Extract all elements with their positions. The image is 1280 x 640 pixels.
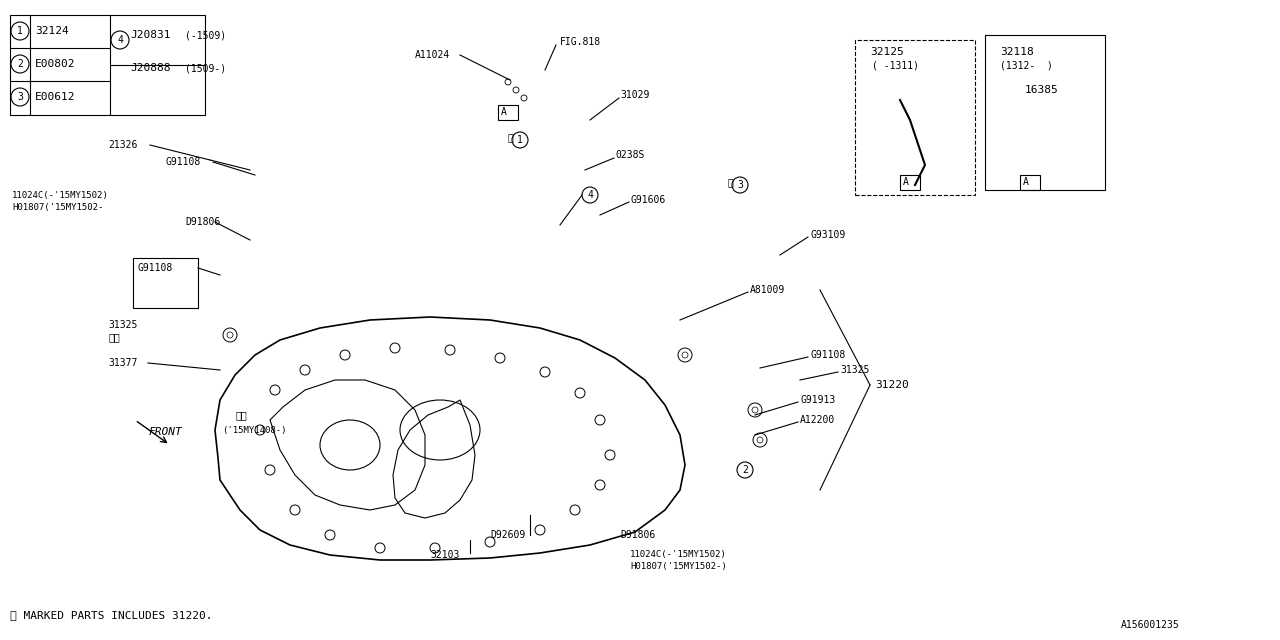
Text: 1: 1 (517, 135, 524, 145)
Text: A: A (500, 107, 507, 117)
Text: (-1509): (-1509) (186, 30, 227, 40)
Text: G93109: G93109 (810, 230, 845, 240)
Bar (986, 35, 1105, 190)
Text: 1: 1 (17, 26, 23, 36)
Text: A81009: A81009 (750, 285, 785, 295)
Text: A156001235: A156001235 (1121, 620, 1180, 630)
Text: G91108: G91108 (165, 157, 200, 167)
Text: A: A (902, 177, 909, 187)
Text: 11024C(-'15MY1502): 11024C(-'15MY1502) (12, 191, 109, 200)
Text: J20888: J20888 (131, 63, 170, 73)
Text: 0238S: 0238S (614, 150, 644, 160)
Text: G91108: G91108 (137, 263, 173, 273)
Text: FIG.818: FIG.818 (561, 37, 602, 47)
Text: 31220: 31220 (876, 380, 909, 390)
Text: 32103: 32103 (430, 550, 460, 560)
Text: 31029: 31029 (620, 90, 649, 100)
Text: H01807('15MY1502-): H01807('15MY1502-) (630, 563, 727, 572)
Text: D91806: D91806 (186, 217, 220, 227)
Text: E00612: E00612 (35, 92, 76, 102)
Text: 4: 4 (588, 190, 593, 200)
Bar (855, 40, 975, 195)
Text: 3: 3 (737, 180, 742, 190)
Text: 32125: 32125 (870, 47, 904, 57)
Text: ※: ※ (507, 132, 513, 142)
Text: A: A (1023, 177, 1029, 187)
Text: ( -1311): ( -1311) (872, 60, 919, 70)
Text: (1312-  ): (1312- ) (1000, 60, 1053, 70)
Bar (10, 15, 205, 115)
Text: ※②: ※② (108, 332, 120, 342)
Text: 2: 2 (742, 465, 748, 475)
Bar (133, 258, 198, 308)
Text: J20831: J20831 (131, 30, 170, 40)
Text: ※③: ※③ (236, 410, 247, 420)
Text: ('15MY1408-): ('15MY1408-) (221, 426, 287, 435)
Text: A12200: A12200 (800, 415, 836, 425)
Text: 11024C(-'15MY1502): 11024C(-'15MY1502) (630, 550, 727, 559)
Bar (900, 175, 920, 190)
Text: 32124: 32124 (35, 26, 69, 36)
Text: A11024: A11024 (415, 50, 451, 60)
Text: ※: ※ (727, 177, 733, 187)
Text: 16385: 16385 (1025, 85, 1059, 95)
Text: 21326: 21326 (108, 140, 137, 150)
Text: 4: 4 (116, 35, 123, 45)
Text: 32118: 32118 (1000, 47, 1034, 57)
Text: H01807('15MY1502-: H01807('15MY1502- (12, 202, 104, 211)
Text: ※ MARKED PARTS INCLUDES 31220.: ※ MARKED PARTS INCLUDES 31220. (10, 610, 212, 620)
Text: (1509-): (1509-) (186, 63, 227, 73)
Text: D91806: D91806 (620, 530, 655, 540)
Text: 3: 3 (17, 92, 23, 102)
Bar (1020, 175, 1039, 190)
Text: E00802: E00802 (35, 59, 76, 69)
Text: G91606: G91606 (630, 195, 666, 205)
Text: 31325: 31325 (840, 365, 869, 375)
Text: 2: 2 (17, 59, 23, 69)
Text: FRONT: FRONT (148, 427, 182, 437)
Text: G91913: G91913 (800, 395, 836, 405)
Text: 31325: 31325 (108, 320, 137, 330)
Text: 31377: 31377 (108, 358, 137, 368)
Text: G91108: G91108 (810, 350, 845, 360)
Bar (498, 105, 518, 120)
Text: D92609: D92609 (490, 530, 525, 540)
